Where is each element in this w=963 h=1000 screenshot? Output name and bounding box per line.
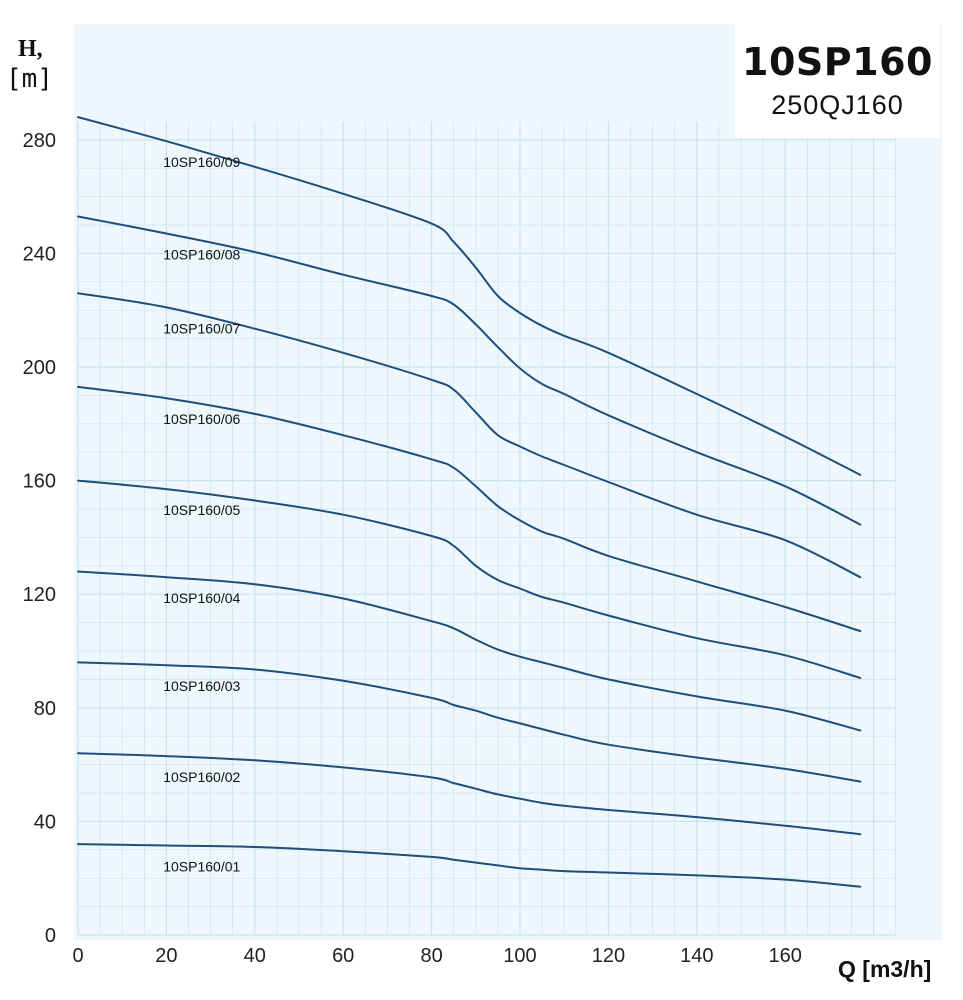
series-line-9 xyxy=(77,116,862,476)
series-label-6: 10SP160/06 xyxy=(163,411,240,427)
y-tick-label: 200 xyxy=(23,357,56,379)
series-line-4 xyxy=(77,570,862,732)
x-tick-label: 40 xyxy=(244,945,266,967)
title-box: 10SP160 250QJ160 xyxy=(735,20,940,138)
series-line-1 xyxy=(77,843,862,888)
y-tick-label: 280 xyxy=(23,130,56,152)
y-tick-label: 40 xyxy=(34,811,56,833)
x-tick-label: 120 xyxy=(592,945,625,967)
series-line-8 xyxy=(77,215,862,526)
x-tick-label: 60 xyxy=(332,945,354,967)
series-line-2 xyxy=(77,752,862,836)
y-tick-label: 240 xyxy=(23,243,56,265)
x-tick-label: 80 xyxy=(420,945,442,967)
y-tick-label: 160 xyxy=(23,471,56,493)
y-axis-unit: [m] xyxy=(6,64,53,94)
series-label-9: 10SP160/09 xyxy=(163,154,240,170)
x-axis-label: Q [m3/h] xyxy=(838,956,932,982)
curves xyxy=(77,116,862,888)
chart-title: 10SP160 xyxy=(742,40,933,84)
x-tick-label: 20 xyxy=(155,945,177,967)
series-label-7: 10SP160/07 xyxy=(163,320,240,336)
y-tick-label: 80 xyxy=(34,698,56,720)
x-tick-label: 160 xyxy=(769,945,802,967)
series-label-1: 10SP160/01 xyxy=(163,859,240,875)
grid xyxy=(77,121,897,936)
series-line-7 xyxy=(77,292,862,579)
x-tick-label: 140 xyxy=(680,945,713,967)
series-label-8: 10SP160/08 xyxy=(163,247,240,263)
y-axis-label: H, xyxy=(18,36,43,62)
series-label-5: 10SP160/05 xyxy=(163,502,240,518)
series-line-3 xyxy=(77,661,862,783)
series-labels: 10SP160/01 10SP160/02 10SP160/03 10SP160/04… xyxy=(163,154,240,874)
y-tick-label: 120 xyxy=(23,584,56,606)
series-line-6 xyxy=(77,385,862,633)
plot-area xyxy=(74,24,942,940)
series-line-5 xyxy=(77,479,862,679)
series-label-3: 10SP160/03 xyxy=(163,678,240,694)
series-label-4: 10SP160/04 xyxy=(163,590,240,606)
series-label-2: 10SP160/02 xyxy=(163,769,240,785)
x-tick-label: 100 xyxy=(503,945,536,967)
x-axis-ticks: 0 20 40 60 80 100 120 140 160 xyxy=(72,945,801,967)
x-tick-label: 0 xyxy=(72,945,83,967)
chart-subtitle: 250QJ160 xyxy=(771,90,904,120)
y-tick-label: 0 xyxy=(45,925,56,947)
y-axis-ticks: 0 40 80 120 160 200 240 280 xyxy=(23,130,56,947)
